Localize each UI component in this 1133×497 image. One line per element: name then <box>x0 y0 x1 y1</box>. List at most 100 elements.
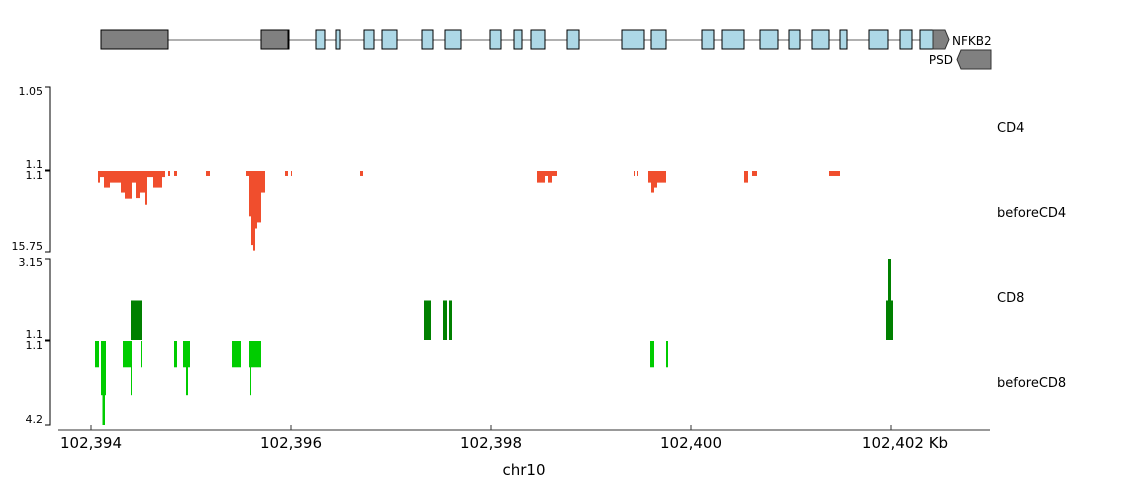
track-y-axis <box>45 258 51 341</box>
gene-exon <box>315 29 326 50</box>
signal-bar <box>829 171 840 176</box>
signal-bar <box>147 171 153 178</box>
signal-bar <box>101 341 103 396</box>
gene-exon <box>650 29 667 50</box>
signal-bar <box>251 171 253 246</box>
gene-utr <box>100 29 169 50</box>
track-CD4: 1.05 1.1 CD4 <box>19 85 1025 171</box>
signal-bar <box>131 341 132 396</box>
gene-exon <box>381 29 398 50</box>
signal-bar <box>650 341 654 368</box>
track-y-axis <box>45 170 51 253</box>
signal-bar <box>183 341 184 368</box>
gene-exon <box>530 29 546 50</box>
signal-bar <box>141 341 142 368</box>
signal-bar <box>110 171 121 183</box>
gene-exon <box>363 29 375 50</box>
signal-tracks: 1.05 1.1 CD4 1.1 15.75 beforeCD4 3.15 1.1 CD8 1.1… <box>12 85 1067 426</box>
gene-exon <box>868 29 889 50</box>
signal-bar <box>104 171 110 188</box>
y-tick-label-top: 1.1 <box>26 169 44 182</box>
signal-bar <box>246 171 249 176</box>
signal-bar <box>651 171 654 193</box>
signal-bar <box>125 171 132 199</box>
signal-bar <box>168 171 170 176</box>
gene-exon <box>421 29 434 50</box>
signal-bar <box>232 341 241 368</box>
signal-bar <box>98 171 100 183</box>
signal-bar <box>140 171 145 193</box>
signal-bar <box>145 171 147 205</box>
signal-bar <box>132 171 136 183</box>
gene-exon <box>566 29 580 50</box>
track-beforeCD8: 1.1 4.2 beforeCD8 <box>26 339 1067 426</box>
signal-bar <box>206 171 210 176</box>
y-tick-label-bottom: 15.75 <box>12 240 44 253</box>
signal-bar <box>174 171 177 176</box>
x-tick-label: 102,394 <box>60 434 122 452</box>
y-tick-label-top: 1.05 <box>19 85 44 98</box>
signal-bar <box>449 300 452 340</box>
gene-exon <box>839 29 848 50</box>
y-tick-label-bottom: 1.1 <box>26 328 44 341</box>
signal-bar <box>249 171 251 217</box>
gene-exon <box>701 29 715 50</box>
gene-exon <box>919 29 934 50</box>
signal-bar <box>105 341 106 396</box>
y-tick-label-top: 3.15 <box>19 256 44 269</box>
signal-bar <box>153 171 162 188</box>
gene-exon <box>759 29 779 50</box>
gene-exon <box>335 29 341 50</box>
signal-bar <box>666 341 668 368</box>
x-tick-label: 102,402 Kb <box>862 434 948 452</box>
gene-utr <box>260 29 289 50</box>
signal-bar <box>95 341 99 368</box>
signal-bar <box>634 171 635 176</box>
signal-bar <box>443 300 447 340</box>
y-tick-label-bottom: 1.1 <box>26 158 44 171</box>
signal-bar <box>162 171 165 178</box>
track-label: CD4 <box>997 121 1024 136</box>
gene-exon <box>287 29 290 50</box>
gene-exon <box>444 29 462 50</box>
gene-exon <box>621 29 645 50</box>
signal-bar <box>648 171 651 183</box>
gene-label-psd: PSD <box>929 53 953 67</box>
signal-bar <box>250 341 251 396</box>
signal-bar <box>100 171 104 178</box>
gene-label-nfkb2: NFKB2 <box>952 34 992 48</box>
signal-bar <box>744 171 748 183</box>
signal-bar <box>548 171 552 183</box>
signal-bar <box>654 171 657 188</box>
signal-bar <box>257 171 261 223</box>
track-CD8: 3.15 1.1 CD8 <box>19 256 1025 341</box>
signal-bar <box>174 341 177 368</box>
signal-bar <box>285 171 288 176</box>
signal-bar <box>261 171 265 193</box>
gene-exon <box>899 29 913 50</box>
x-tick-label: 102,398 <box>460 434 522 452</box>
signal-bar <box>752 171 757 176</box>
x-axis: 102,394 102,396 102,398 102,400 102,402 Kb <box>58 425 990 452</box>
signal-bar <box>657 171 666 183</box>
track-label: CD8 <box>997 291 1024 306</box>
signal-bar <box>136 171 140 199</box>
gene-exon <box>489 29 502 50</box>
signal-bar <box>253 171 255 251</box>
y-tick-label-bottom: 4.2 <box>26 413 44 426</box>
gene-arrow-utr <box>932 29 950 50</box>
signal-bar <box>102 341 105 425</box>
track-label: beforeCD8 <box>997 376 1066 391</box>
signal-bar <box>249 341 261 368</box>
track-y-axis <box>45 86 51 171</box>
signal-bar <box>186 341 188 396</box>
signal-bar <box>637 171 638 176</box>
gene-track: NFKB2 PSD <box>100 29 992 70</box>
signal-bar <box>888 259 891 340</box>
signal-bar <box>360 171 363 176</box>
gene-exon <box>721 29 745 50</box>
signal-bar <box>255 171 257 229</box>
y-tick-label-top: 1.1 <box>26 339 44 352</box>
signal-bar <box>537 171 545 183</box>
